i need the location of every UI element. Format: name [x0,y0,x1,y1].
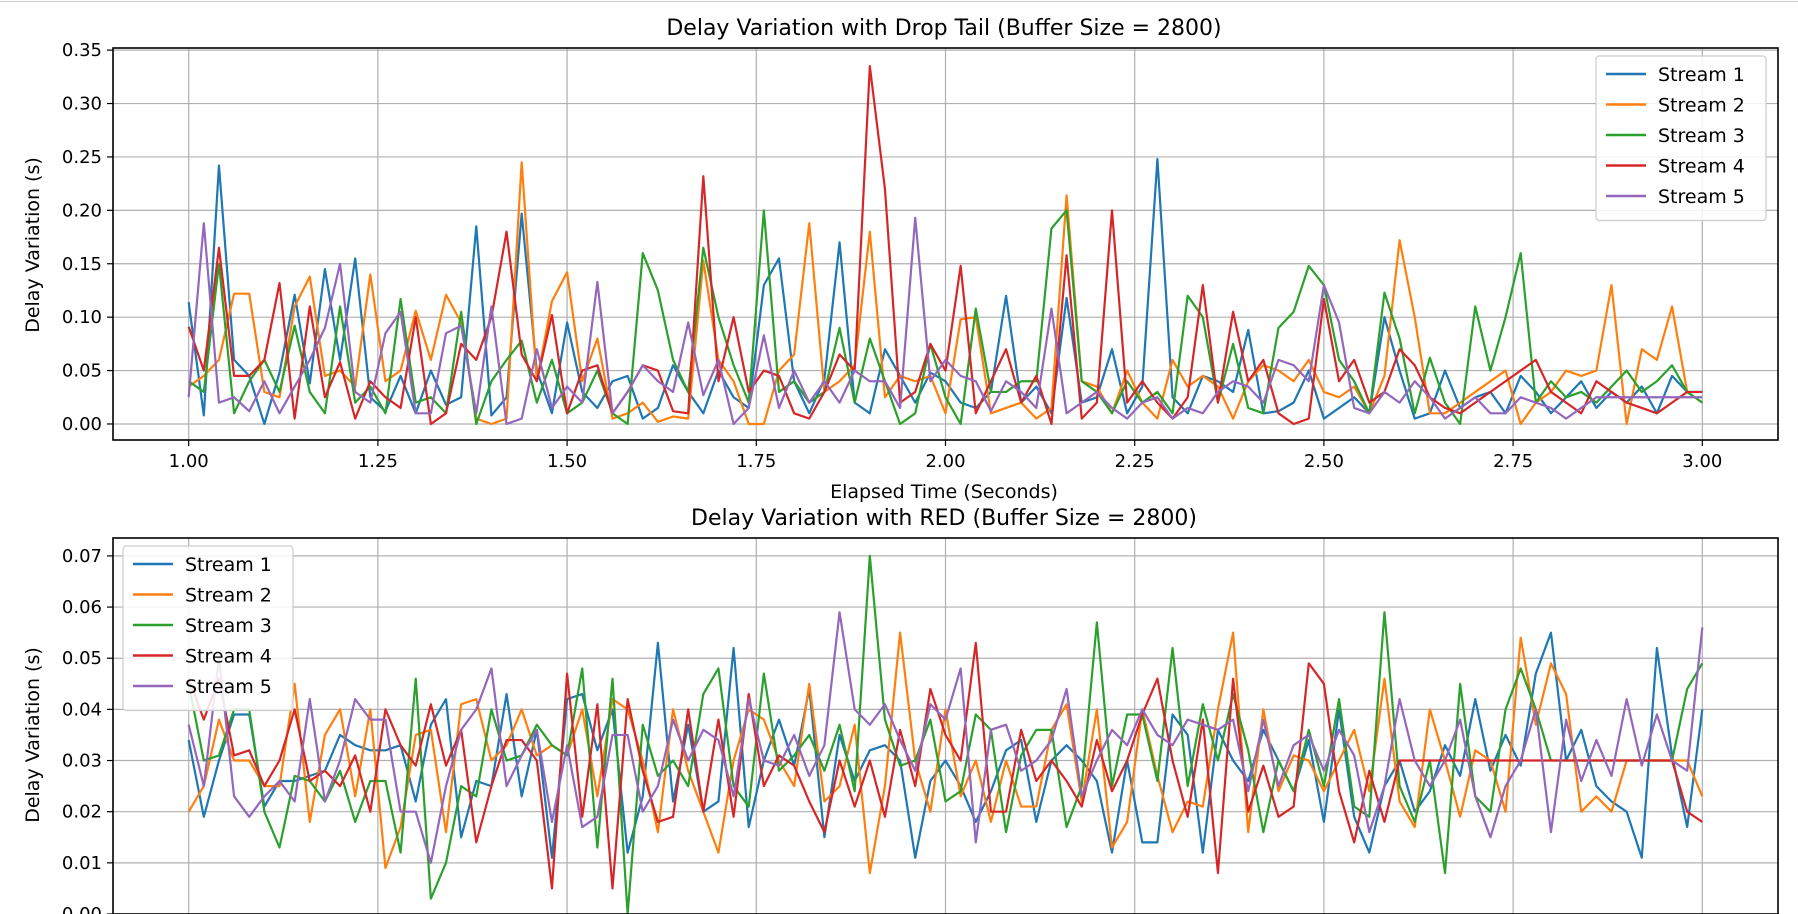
drop-tail-series-line-5 [187,216,1703,426]
drop-tail-ytick-label: 0.30 [62,94,102,115]
drop-tail-legend-label-4: Stream 4 [1658,156,1745,178]
red-legend-label-3: Stream 3 [185,615,272,637]
red-ytick-label: 0.05 [62,648,102,669]
red-ytick-label: 0.04 [62,699,102,720]
red-series-line-5 [187,611,1704,864]
drop-tail-legend-box [1595,55,1767,222]
red-legend-label-4: Stream 4 [185,646,272,668]
red-ytick-label: 0.06 [62,597,102,618]
drop-tail-series-line-1 [187,157,1703,426]
red-title: Delay Variation with RED (Buffer Size = … [691,506,1197,531]
drop-tail-legend-label-1: Stream 1 [1658,64,1745,86]
drop-tail-ytick-label: 0.10 [62,307,102,328]
red-series-line-2 [187,631,1704,875]
red-series-line-3 [187,554,1704,914]
drop-tail-xtick-label: 2.75 [1493,451,1533,472]
red-ytick-label: 0.01 [62,853,102,874]
red-ytick-label: 0.02 [62,802,102,823]
drop-tail-plot: Delay Variation with Drop Tail (Buffer S… [22,16,1779,503]
red-legend-box [122,545,294,712]
drop-tail-legend-label-5: Stream 5 [1658,186,1745,208]
red-legend-label-5: Stream 5 [185,676,272,698]
red-legend-label-1: Stream 1 [185,554,272,576]
red-plot: Delay Variation with RED (Buffer Size = … [22,506,1779,914]
drop-tail-xtick-label: 1.00 [169,451,209,472]
drop-tail-ylabel: Delay Variation (s) [22,157,44,333]
red-ylabel: Delay Variation (s) [22,647,44,823]
drop-tail-legend: Stream 1 Stream 2 Stream 3 Stream 4 Stream 5 [1595,55,1767,222]
red-ytick-label: 0.03 [62,751,102,772]
drop-tail-ytick-label: 0.05 [62,361,102,382]
red-series-line-1 [187,631,1704,859]
drop-tail-ytick-label: 0.25 [62,147,102,168]
drop-tail-ytick-label: 0.20 [62,200,102,221]
red-legend-label-2: Stream 2 [185,585,272,607]
drop-tail-xtick-label: 2.00 [925,451,965,472]
red-ticks: 0.00 0.01 0.02 0.03 0.04 0.05 0.06 0.07 [62,546,113,914]
red-series [187,554,1704,914]
drop-tail-series [187,65,1703,426]
drop-tail-grid [113,48,1778,440]
drop-tail-series-line-4 [187,65,1703,426]
drop-tail-legend-label-2: Stream 2 [1658,95,1745,117]
red-frame [112,537,1779,914]
drop-tail-xtick-label: 3.00 [1682,451,1722,472]
drop-tail-ticks: 1.00 1.25 1.50 1.75 2.00 2.25 2.50 2.75 3.00 0.00… [62,40,1722,472]
drop-tail-xtick-label: 2.25 [1115,451,1155,472]
red-series-line-4 [187,641,1703,890]
red-legend: Stream 1 Stream 2 Stream 3 Stream 4 Stream 5 [122,545,294,712]
drop-tail-ytick-label: 0.00 [62,414,102,435]
drop-tail-ytick-label: 0.35 [62,40,102,61]
red-ytick-label: 0.07 [62,546,102,567]
red-ytick-label: 0.00 [62,904,102,914]
drop-tail-xtick-label: 1.25 [358,451,398,472]
drop-tail-xtick-label: 1.50 [547,451,587,472]
drop-tail-xlabel: Elapsed Time (Seconds) [830,481,1058,503]
drop-tail-legend-label-3: Stream 3 [1658,125,1745,147]
drop-tail-xtick-label: 2.50 [1304,451,1344,472]
drop-tail-title: Delay Variation with Drop Tail (Buffer S… [666,16,1221,41]
drop-tail-xtick-label: 1.75 [736,451,776,472]
drop-tail-ytick-label: 0.15 [62,254,102,275]
